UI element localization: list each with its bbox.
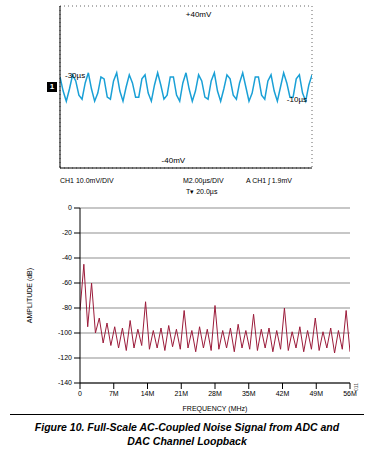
svg-text:14M: 14M — [141, 390, 155, 397]
svg-text:-100: -100 — [58, 329, 72, 336]
html-text:Figure 10. Full-Scale AC-Coupl: Figure 10. Full-Scale AC-Coupled Noise S… — [34, 421, 340, 447]
svg-text:0: 0 — [68, 204, 72, 211]
svg-text:21M: 21M — [174, 390, 188, 397]
svg-text:-40mV: -40mV — [162, 156, 186, 165]
html-text:M2.00µs/DIV: M2.00µs/DIV — [183, 177, 224, 184]
svg-text:+40mV: +40mV — [186, 10, 212, 19]
svg-text:35M: 35M — [242, 390, 256, 397]
svg-text:56M: 56M — [343, 390, 357, 397]
svg-text:-20: -20 — [62, 229, 72, 236]
svg-text:42M: 42M — [276, 390, 290, 397]
svg-text:49M: 49M — [309, 390, 323, 397]
svg-text:0: 0 — [78, 390, 82, 397]
html-text:011: 011 — [353, 383, 359, 391]
html-text:CH1 10.0mV/DIV: CH1 10.0mV/DIV — [60, 177, 114, 184]
svg-text:-120: -120 — [58, 354, 72, 361]
svg-text:-80: -80 — [62, 304, 72, 311]
svg-text:-40: -40 — [62, 254, 72, 261]
svg-text:-60: -60 — [62, 279, 72, 286]
svg-text:28M: 28M — [208, 390, 222, 397]
svg-text:-30µs: -30µs — [65, 71, 85, 80]
html-text:T▾ 20.0µs: T▾ 20.0µs — [186, 188, 218, 195]
svg-text:-140: -140 — [58, 379, 72, 386]
html-text:A CH1 ʃ 1.9mV: A CH1 ʃ 1.9mV — [246, 177, 292, 184]
svg-text:AMPLITUDE (dB): AMPLITUDE (dB) — [26, 268, 34, 323]
svg-text:7M: 7M — [109, 390, 119, 397]
svg-text:-10µs: -10µs — [287, 95, 307, 104]
svg-text:FREQUENCY (MHz): FREQUENCY (MHz) — [183, 405, 248, 413]
html-text:1: 1 — [49, 82, 55, 91]
